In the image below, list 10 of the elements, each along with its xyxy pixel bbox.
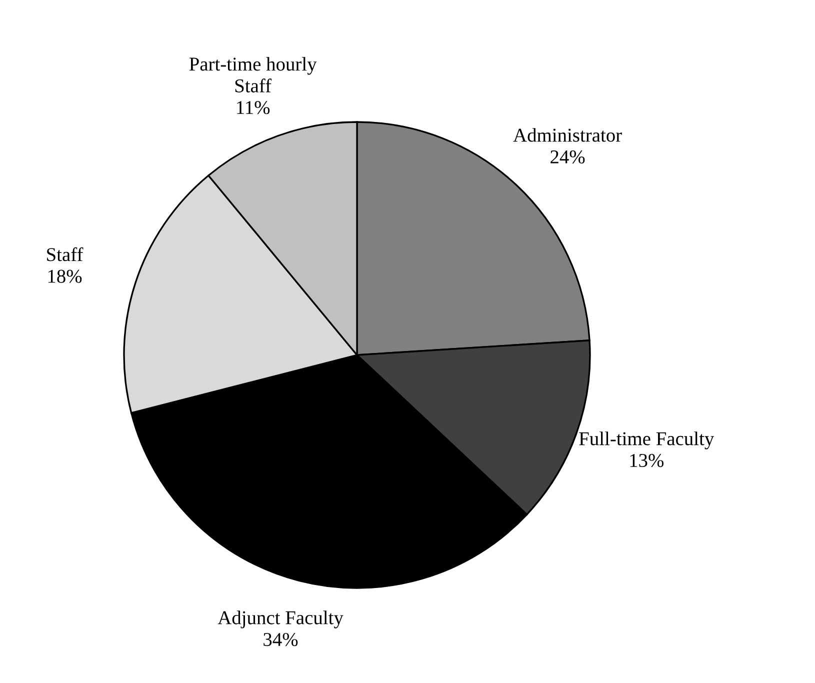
slice-label: Part-time hourly Staff xyxy=(189,57,317,92)
data-label: 34% xyxy=(264,632,298,646)
slice-label: Full-time Faculty xyxy=(579,432,714,450)
data-label: 24% xyxy=(550,150,585,164)
slice-label: Administrator xyxy=(513,128,622,142)
data-label: 11% xyxy=(237,101,270,114)
data-label: 18% xyxy=(48,270,82,283)
data-label: 13% xyxy=(630,454,664,468)
slice-label: Adjunct Faculty xyxy=(218,610,344,628)
slice-label: Staff xyxy=(47,247,84,262)
